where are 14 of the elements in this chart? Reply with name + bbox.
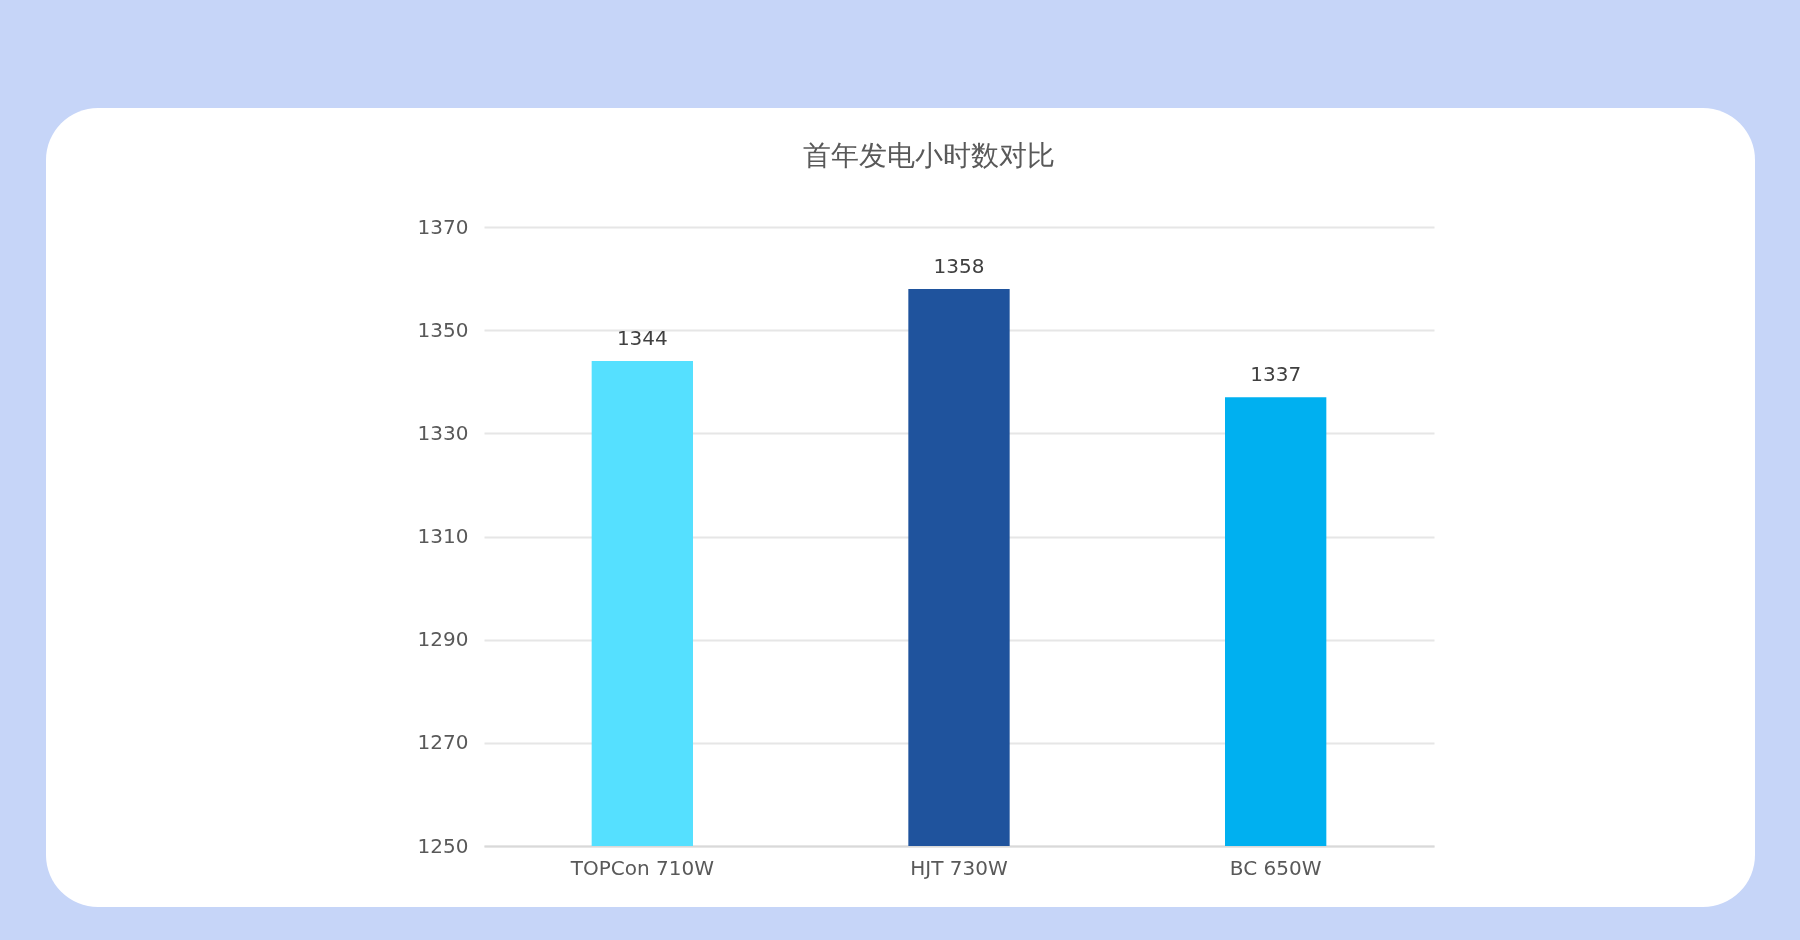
data-label: 1358 (933, 253, 985, 278)
y-tick-label: 1310 (417, 524, 469, 548)
x-tick-label: HJT 730W (910, 855, 1008, 880)
x-tick-label: BC 650W (1229, 855, 1322, 880)
y-tick-label: 1290 (417, 627, 469, 652)
data-label: 1337 (1250, 362, 1302, 387)
y-tick-label: 1270 (417, 730, 469, 755)
y-tick-label: 1330 (417, 420, 469, 445)
y-tick-label: 1250 (417, 833, 469, 858)
data-label: 1344 (616, 326, 668, 351)
y-tick-label: 1370 (417, 214, 469, 239)
chart-title: 首年发电小时数对比 (803, 139, 1055, 172)
y-tick-label: 1350 (417, 317, 469, 342)
x-tick-label: TOPCon 710W (569, 855, 715, 880)
